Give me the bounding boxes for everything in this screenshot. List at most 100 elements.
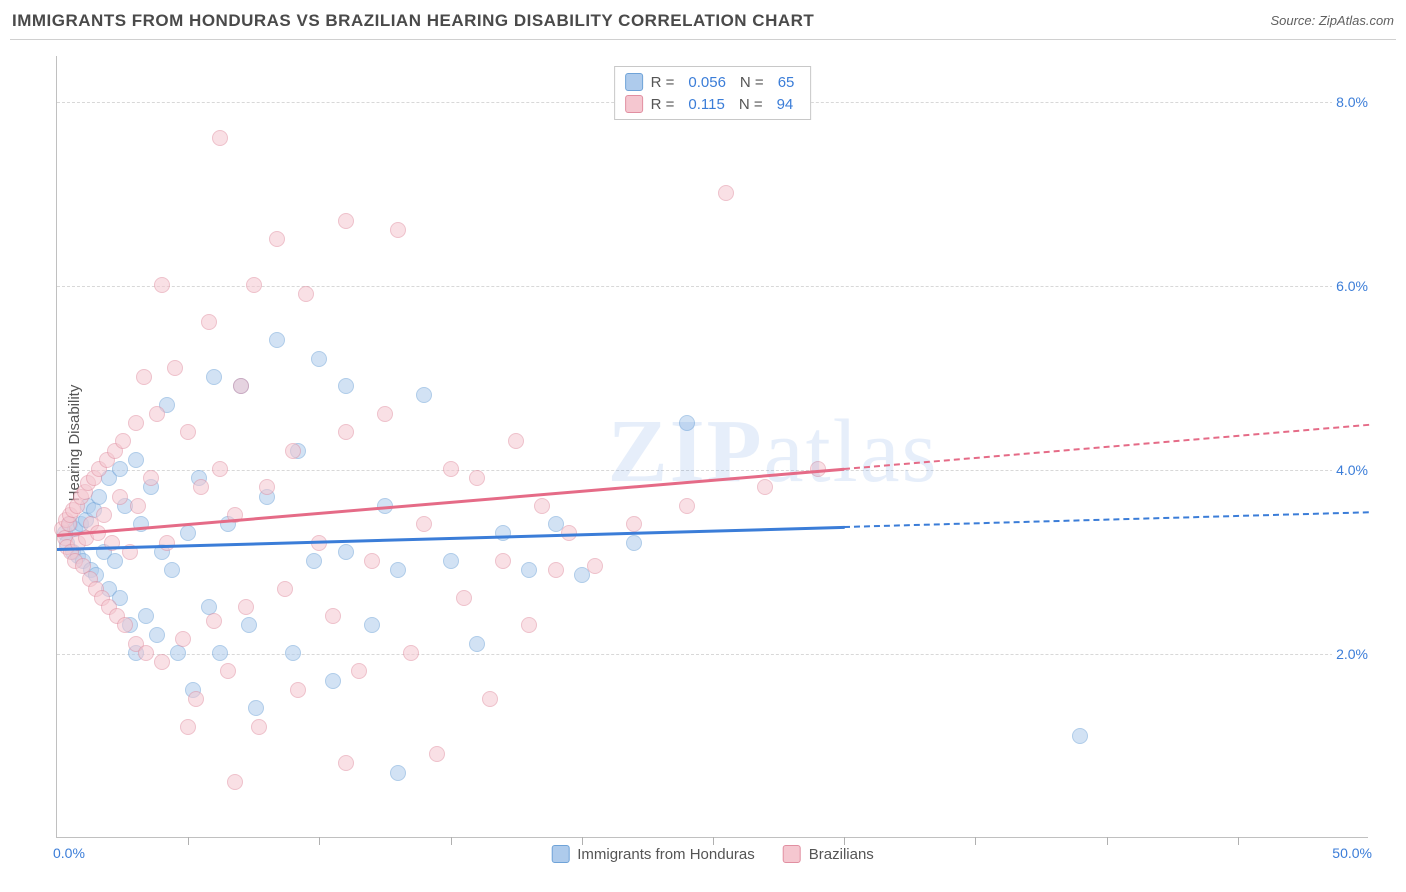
data-point [757, 479, 773, 495]
swatch-a-icon [625, 73, 643, 91]
y-tick: 6.0% [1332, 278, 1372, 294]
data-point [143, 470, 159, 486]
data-point [403, 645, 419, 661]
data-point [188, 691, 204, 707]
data-point [149, 406, 165, 422]
data-point [626, 516, 642, 532]
data-point [679, 498, 695, 514]
trend-line [57, 468, 844, 537]
data-point [306, 553, 322, 569]
bottom-legend: Immigrants from Honduras Brazilians [551, 845, 874, 863]
swatch-b-icon [625, 95, 643, 113]
data-point [251, 719, 267, 735]
gridline-h [57, 654, 1368, 655]
data-point [246, 277, 262, 293]
data-point [277, 581, 293, 597]
data-point [351, 663, 367, 679]
x-tick-mark [713, 837, 714, 845]
data-point [154, 654, 170, 670]
data-point [193, 479, 209, 495]
data-point [227, 774, 243, 790]
data-point [626, 535, 642, 551]
bottom-legend-item-b: Brazilians [783, 845, 874, 863]
data-point [548, 562, 564, 578]
trend-line [57, 526, 844, 551]
data-point [311, 351, 327, 367]
data-point [138, 608, 154, 624]
data-point [269, 231, 285, 247]
data-point [136, 369, 152, 385]
legend-label-a: Immigrants from Honduras [577, 846, 755, 863]
chart-title: IMMIGRANTS FROM HONDURAS VS BRAZILIAN HE… [12, 11, 814, 31]
data-point [390, 562, 406, 578]
data-point [587, 558, 603, 574]
bottom-legend-item-a: Immigrants from Honduras [551, 845, 755, 863]
data-point [338, 213, 354, 229]
n-label-b: N = [739, 96, 763, 113]
data-point [521, 617, 537, 633]
plot-wrap: Hearing Disability ZIPatlas R = 0.056 N … [48, 48, 1368, 838]
trend-line-dashed [844, 511, 1369, 528]
r-value-b: 0.115 [688, 96, 724, 113]
data-point [220, 663, 236, 679]
data-point [416, 387, 432, 403]
data-point [115, 433, 131, 449]
x-tick-mark [451, 837, 452, 845]
data-point [364, 617, 380, 633]
data-point [112, 461, 128, 477]
data-point [338, 755, 354, 771]
n-value-b: 94 [777, 96, 794, 113]
data-point [248, 700, 264, 716]
data-point [180, 424, 196, 440]
data-point [443, 461, 459, 477]
data-point [149, 627, 165, 643]
r-label-a: R = [651, 74, 675, 91]
data-point [201, 314, 217, 330]
watermark-atlas: atlas [764, 402, 939, 501]
data-point [180, 719, 196, 735]
data-point [534, 498, 550, 514]
data-point [416, 516, 432, 532]
trend-line-dashed [844, 424, 1369, 470]
legend-swatch-b-icon [783, 845, 801, 863]
data-point [495, 525, 511, 541]
top-legend-row-a: R = 0.056 N = 65 [625, 71, 801, 93]
data-point [154, 277, 170, 293]
gridline-h [57, 470, 1368, 471]
data-point [325, 673, 341, 689]
data-point [390, 222, 406, 238]
source-label: Source: ZipAtlas.com [1270, 13, 1394, 28]
data-point [167, 360, 183, 376]
data-point [338, 544, 354, 560]
x-tick-mark [975, 837, 976, 845]
data-point [130, 498, 146, 514]
data-point [521, 562, 537, 578]
data-point [290, 682, 306, 698]
data-point [508, 433, 524, 449]
x-tick-mark [1238, 837, 1239, 845]
data-point [1072, 728, 1088, 744]
data-point [298, 286, 314, 302]
legend-label-b: Brazilians [809, 846, 874, 863]
data-point [429, 746, 445, 762]
data-point [117, 617, 133, 633]
x-tick-mark [582, 837, 583, 845]
x-tick-mark [1107, 837, 1108, 845]
data-point [212, 461, 228, 477]
data-point [212, 130, 228, 146]
data-point [259, 479, 275, 495]
x-tick-min: 0.0% [53, 845, 85, 861]
data-point [443, 553, 459, 569]
x-tick-mark [319, 837, 320, 845]
title-bar: IMMIGRANTS FROM HONDURAS VS BRAZILIAN HE… [10, 8, 1396, 40]
data-point [96, 507, 112, 523]
data-point [128, 415, 144, 431]
data-point [175, 631, 191, 647]
data-point [285, 443, 301, 459]
data-point [107, 553, 123, 569]
data-point [212, 645, 228, 661]
data-point [238, 599, 254, 615]
data-point [338, 424, 354, 440]
top-legend: R = 0.056 N = 65 R = 0.115 N = 94 [614, 66, 812, 120]
data-point [91, 489, 107, 505]
